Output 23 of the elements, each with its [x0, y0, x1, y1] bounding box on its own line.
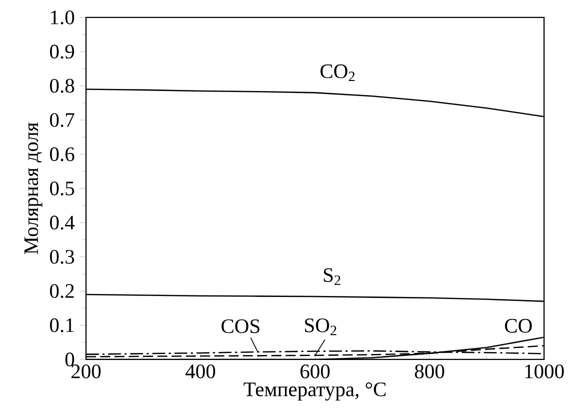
- y-tick-label: 0.6: [50, 147, 74, 162]
- x-tick-label: 400: [186, 364, 216, 378]
- y-tick-label: 0.8: [50, 78, 74, 93]
- y-tick-label: 0: [65, 352, 74, 366]
- y-tick-label: 0.5: [50, 181, 74, 196]
- y-tick-label: 0.7: [50, 113, 74, 127]
- y-tick-label: 1.0: [51, 10, 74, 24]
- y-tick-label: 0.2: [50, 284, 74, 298]
- series-label: CO: [504, 318, 532, 333]
- x-tick-label: 800: [414, 364, 444, 378]
- x-tick-label: 1000: [525, 364, 564, 378]
- y-tick-label: 0.9: [50, 44, 74, 59]
- y-tick-label: 0.1: [50, 318, 74, 332]
- x-tick-label: 200: [72, 364, 101, 378]
- series-label: CO$_{2}$: [320, 64, 355, 82]
- y-axis-title: Молярная доля: [24, 122, 42, 254]
- y-tick-label: 0.4: [50, 216, 75, 230]
- x-tick-label: 600: [300, 364, 330, 378]
- x-axis-title: Температура, °C: [244, 382, 386, 400]
- y-tick-label: 0.3: [50, 250, 74, 264]
- series-label: SO$_{2}$: [305, 318, 336, 336]
- series-label: S$_{2}$: [324, 268, 340, 285]
- series-label: COS: [222, 319, 260, 334]
